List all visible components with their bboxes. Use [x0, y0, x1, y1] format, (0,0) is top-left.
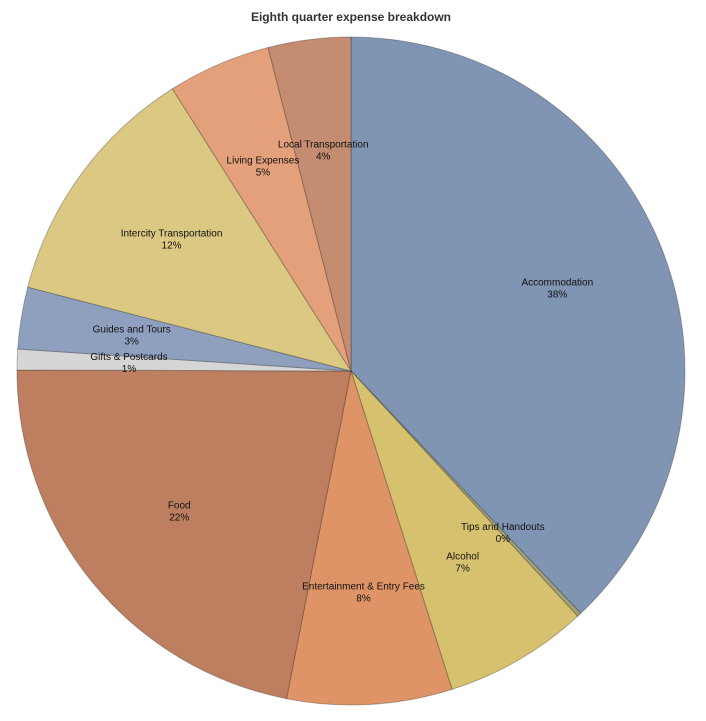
slice-value-label: 7%	[455, 564, 470, 575]
slice-value-label: 5%	[256, 168, 271, 179]
slice-label: Guides and Tours	[93, 324, 171, 335]
pie-slice	[267, 36, 352, 372]
slice-value-label: 38%	[547, 289, 567, 300]
slice-value-label: 0%	[496, 534, 511, 545]
slice-label: Gifts & Postcards	[90, 352, 167, 363]
chart-title: Eighth quarter expense breakdown	[251, 10, 451, 24]
slice-value-label: 8%	[356, 593, 371, 604]
pie-slice	[16, 348, 352, 372]
pie-slice	[171, 46, 352, 372]
slice-label: Entertainment & Entry Fees	[302, 581, 425, 592]
slice-value-label: 1%	[122, 364, 137, 375]
slice-label: Alcohol	[446, 552, 479, 563]
slice-label: Accommodation	[521, 277, 593, 288]
pie-slice	[350, 370, 582, 617]
slice-label: Living Expenses	[227, 156, 300, 167]
slice-label: Intercity Transportation	[121, 229, 223, 240]
pie-slice	[27, 88, 353, 372]
slice-value-label: 4%	[316, 151, 331, 162]
slice-value-label: 22%	[169, 512, 189, 523]
slice-label: Local Transportation	[278, 139, 369, 150]
pie-slice	[350, 370, 579, 690]
pie-slice	[17, 286, 352, 372]
slice-value-label: 12%	[162, 241, 182, 252]
slice-label: Tips and Handouts	[461, 522, 545, 533]
pie-slice	[350, 36, 686, 615]
pie-slice	[16, 369, 352, 700]
slice-label: Food	[168, 500, 191, 511]
pie-slice	[285, 370, 453, 706]
slice-value-label: 3%	[124, 336, 139, 347]
